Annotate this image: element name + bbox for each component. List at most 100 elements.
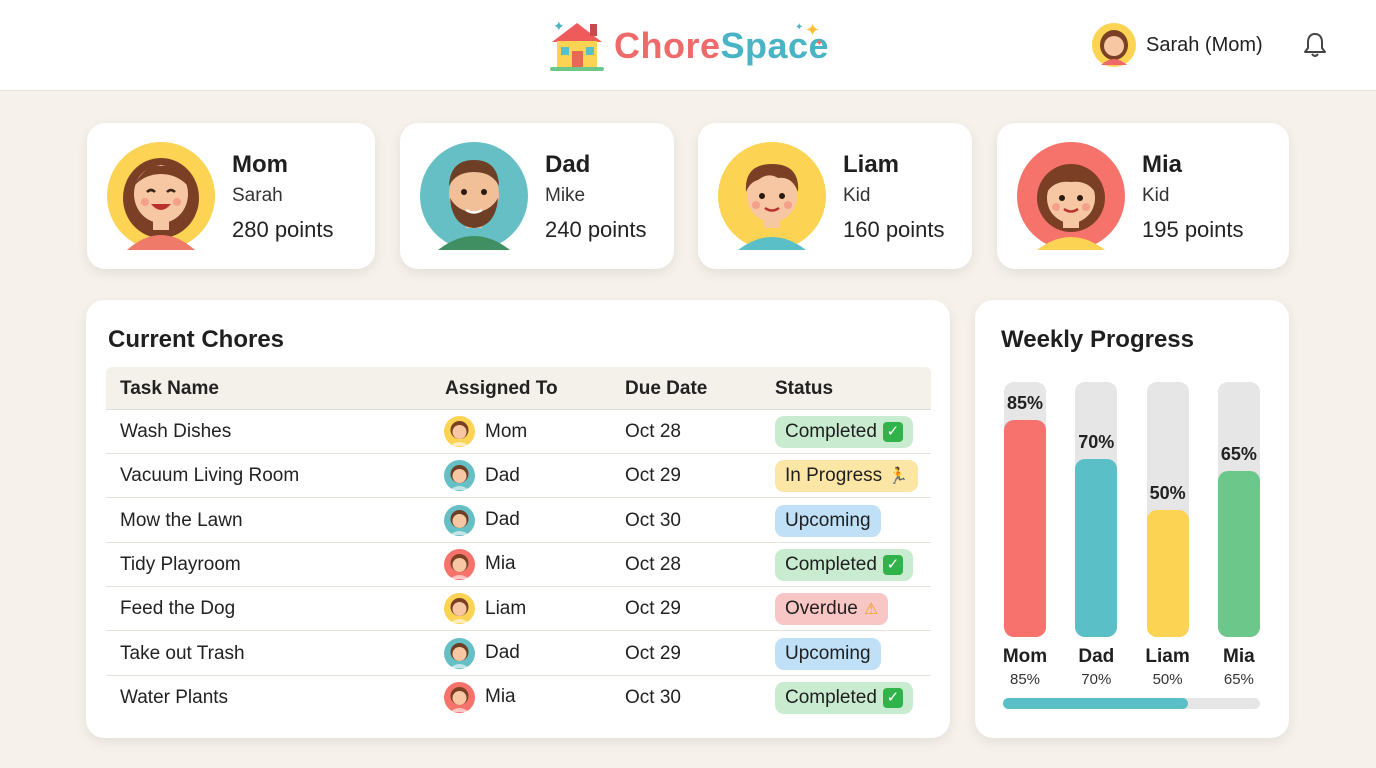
bar-category-label: Dad <box>1078 646 1115 667</box>
warning-icon: ⚠ <box>863 601 879 619</box>
column-header-task[interactable]: Task Name <box>120 378 219 399</box>
bar-percent-label: 50% <box>1152 671 1183 688</box>
table-row[interactable]: Wash Dishes Mom Oct 28 Completed ✓ <box>106 410 931 454</box>
assignee-name: Mia <box>485 686 516 708</box>
table-header: Task Name Assigned To Due Date Status <box>106 367 931 410</box>
status-label: Upcoming <box>785 642 871 664</box>
bar-track <box>1146 382 1189 637</box>
status-label: Overdue <box>785 598 858 620</box>
check-icon: ✓ <box>882 422 903 442</box>
sparkle-icon: ✦ <box>553 18 565 34</box>
task-name: Mow the Lawn <box>120 509 243 531</box>
due-date: Oct 29 <box>625 642 681 664</box>
status-badge[interactable]: In Progress 🏃 <box>775 460 919 493</box>
assignee-name: Dad <box>485 509 520 531</box>
due-date: Oct 28 <box>625 553 681 575</box>
status-badge[interactable]: Completed ✓ <box>775 548 913 581</box>
status-label: In Progress <box>785 465 883 487</box>
sparkle-icon: ✦ <box>815 38 824 49</box>
table-row[interactable]: Feed the Dog Liam Oct 29 Overdue ⚠ <box>106 587 931 632</box>
table-row[interactable]: Tidy Playroom Mia Oct 28 Completed ✓ <box>106 543 931 587</box>
check-icon: ✓ <box>882 554 903 575</box>
bar-percent-label: 85% <box>1009 671 1041 688</box>
status-badge[interactable]: Upcoming <box>775 504 881 537</box>
member-points: 240 points <box>545 217 647 242</box>
member-name: Mom <box>232 151 288 178</box>
overall-progress-track <box>1003 698 1260 709</box>
status-badge[interactable]: Upcoming <box>775 637 881 670</box>
assignee[interactable]: Mia <box>444 681 516 713</box>
member-card-liam[interactable]: Liam Kid 160 points <box>698 123 972 269</box>
status-badge[interactable]: Completed ✓ <box>775 416 913 448</box>
member-name: Liam <box>843 151 900 178</box>
due-date: Oct 30 <box>625 686 681 708</box>
column-header-assigned[interactable]: Assigned To <box>445 378 558 399</box>
user-menu[interactable]: Sarah (Mom) <box>1092 22 1263 68</box>
house-icon <box>550 23 604 71</box>
assignee-name: Mia <box>485 553 516 575</box>
bell-icon[interactable] <box>1300 30 1330 60</box>
bar-value-label: 70% <box>1078 431 1115 452</box>
assignee-avatar <box>444 637 475 669</box>
status-badge[interactable]: Overdue ⚠ <box>775 593 889 626</box>
column-header-status[interactable]: Status <box>775 378 834 399</box>
member-card-mom[interactable]: Mom Sarah 280 points <box>87 123 375 269</box>
bar-liam[interactable] <box>1146 509 1189 637</box>
table-row[interactable]: Take out Trash Dad Oct 29 Upcoming <box>106 632 931 676</box>
status-badge[interactable]: Completed ✓ <box>775 681 913 714</box>
task-name: Feed the Dog <box>120 598 236 620</box>
member-role: Sarah <box>232 185 283 206</box>
sparkle-icon: ✦ <box>805 20 821 40</box>
avatar-mia <box>1017 142 1125 250</box>
bar-category-label: Mom <box>1002 646 1048 667</box>
member-role: Kid <box>843 185 871 206</box>
due-date: Oct 28 <box>625 421 681 442</box>
member-points: 195 points <box>1142 217 1244 242</box>
bar-mia[interactable] <box>1217 471 1260 637</box>
bar-dad[interactable] <box>1075 458 1118 637</box>
assignee[interactable]: Mom <box>444 416 527 447</box>
brand-logo[interactable]: ChoreSpace <box>548 18 829 74</box>
bar-mom[interactable] <box>1004 420 1046 637</box>
member-card-dad[interactable]: Dad Mike 240 points <box>400 123 674 269</box>
user-name: Sarah (Mom) <box>1146 33 1263 56</box>
assignee[interactable]: Liam <box>444 593 526 625</box>
assignee-name: Dad <box>485 642 520 663</box>
check-icon: ✓ <box>882 687 903 708</box>
assignee-avatar <box>444 460 475 492</box>
assignee[interactable]: Dad <box>444 504 520 536</box>
status-label: Completed <box>785 686 877 708</box>
member-info: Dad Mike 240 points <box>545 151 647 243</box>
assignee-avatar <box>444 504 475 536</box>
member-card-mia[interactable]: Mia Kid 195 points <box>997 123 1289 269</box>
table-row[interactable]: Water Plants Mia Oct 30 Completed ✓ <box>106 676 931 720</box>
bar-track <box>1004 382 1046 637</box>
bar-percent-label: 65% <box>1223 671 1254 688</box>
member-role: Kid <box>1142 185 1170 206</box>
avatar-dad <box>420 142 528 250</box>
member-info: Mom Sarah 280 points <box>232 151 334 243</box>
overall-progress-fill <box>1003 698 1189 709</box>
assignee-name: Mom <box>485 420 528 442</box>
assignee[interactable]: Dad <box>444 460 520 492</box>
sparkle-icon: ✦ <box>795 22 804 33</box>
assignee[interactable]: Dad <box>444 637 520 669</box>
progress-panel: Weekly Progress 85% Mom 85% 70% Dad 70% 50% Lia… <box>975 300 1289 738</box>
bar-percent-label: 70% <box>1081 671 1112 688</box>
progress-title: Weekly Progress <box>1001 326 1194 353</box>
assignee-name: Dad <box>485 464 520 486</box>
task-name: Wash Dishes <box>120 421 232 442</box>
avatar-liam <box>718 142 826 250</box>
table-row[interactable]: Vacuum Living Room Dad Oct 29 In Progress 🏃 <box>106 454 931 499</box>
member-info: Mia Kid 195 points <box>1142 151 1244 243</box>
due-date: Oct 29 <box>625 598 681 620</box>
table-row[interactable]: Mow the Lawn Dad Oct 30 Upcoming <box>106 499 931 543</box>
assignee[interactable]: Mia <box>444 548 516 580</box>
chores-panel: Current Chores Task Name Assigned To Due… <box>86 300 950 738</box>
chores-title: Current Chores <box>108 326 285 353</box>
bar-value-label: 50% <box>1149 482 1186 503</box>
member-name: Mia <box>1142 151 1183 178</box>
brand-name: ChoreSpace <box>614 25 830 66</box>
column-header-due[interactable]: Due Date <box>625 378 708 399</box>
status-label: Upcoming <box>785 509 871 531</box>
